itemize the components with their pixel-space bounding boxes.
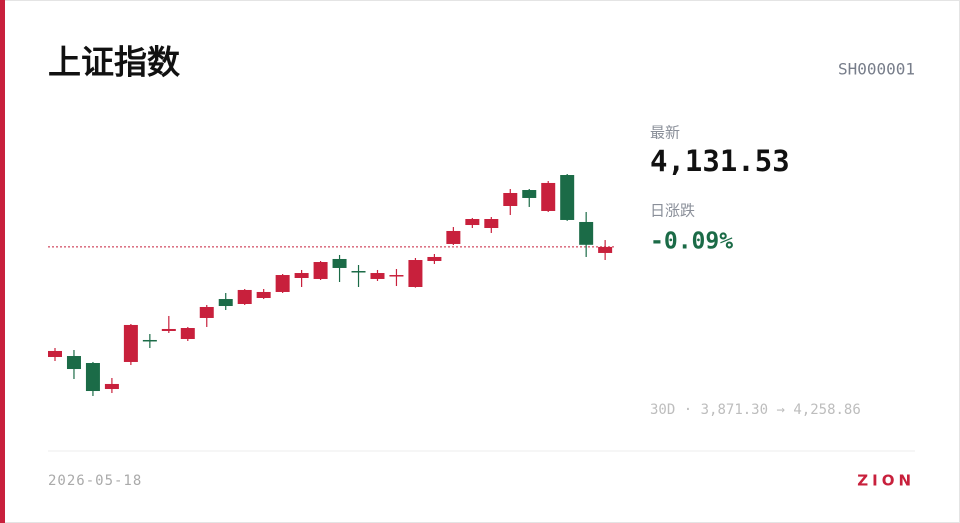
candle-body — [522, 190, 537, 198]
candle-body — [199, 306, 214, 318]
candle-body — [598, 246, 613, 253]
candle-body — [275, 275, 290, 292]
candle-body — [503, 192, 518, 206]
accent-stripe — [0, 0, 5, 523]
candle-body — [484, 219, 499, 228]
range-arrow: → — [776, 402, 784, 418]
candle-body — [237, 289, 252, 305]
candle-body — [560, 175, 575, 220]
code: SH000001 — [838, 60, 915, 79]
candle-body — [389, 275, 404, 277]
change-value: -0.09% — [650, 229, 733, 255]
candle-body — [218, 299, 233, 307]
brand: ZION — [857, 472, 915, 490]
candle-body — [294, 273, 309, 279]
candle-body — [66, 356, 81, 370]
latest-price: 4,131.53 — [650, 144, 790, 178]
range-low: 3,871.30 — [701, 402, 768, 418]
candle-body — [180, 328, 195, 340]
latest-label: 最新 — [650, 124, 680, 142]
range-period: 30D — [650, 402, 675, 418]
candle-body — [579, 221, 594, 245]
date: 2026-05-18 — [48, 473, 142, 489]
candle-body — [446, 230, 461, 244]
title: 上证指数 — [48, 43, 181, 82]
candle-body — [370, 273, 385, 279]
range-high: 4,258.86 — [793, 402, 860, 418]
candle-body — [332, 258, 347, 268]
candle-body — [104, 383, 119, 390]
candle-body — [256, 291, 271, 298]
candle-body — [465, 219, 480, 226]
candle-body — [351, 271, 366, 273]
range-separator: · — [684, 402, 692, 418]
change-label: 日涨跌 — [650, 202, 695, 220]
candle-body — [408, 260, 423, 287]
candle-body — [85, 363, 100, 392]
candle-body — [427, 256, 442, 261]
candle-body — [161, 328, 176, 331]
candle-body — [541, 182, 556, 211]
candle-body — [313, 262, 328, 279]
range-text: 30D · 3,871.30 → 4,258.86 — [650, 402, 861, 418]
candle-body — [123, 324, 138, 362]
candle-body — [142, 339, 157, 342]
candle-body — [48, 350, 62, 357]
